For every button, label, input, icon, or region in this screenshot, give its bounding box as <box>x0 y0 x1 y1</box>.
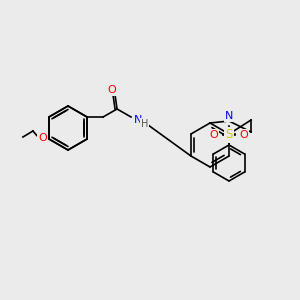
Text: N: N <box>225 111 233 121</box>
Text: O: O <box>39 133 47 143</box>
Text: O: O <box>108 85 116 95</box>
Text: O: O <box>240 130 248 140</box>
Text: S: S <box>225 128 233 142</box>
Text: N: N <box>134 115 142 125</box>
Text: O: O <box>210 130 218 140</box>
Text: H: H <box>141 119 148 129</box>
